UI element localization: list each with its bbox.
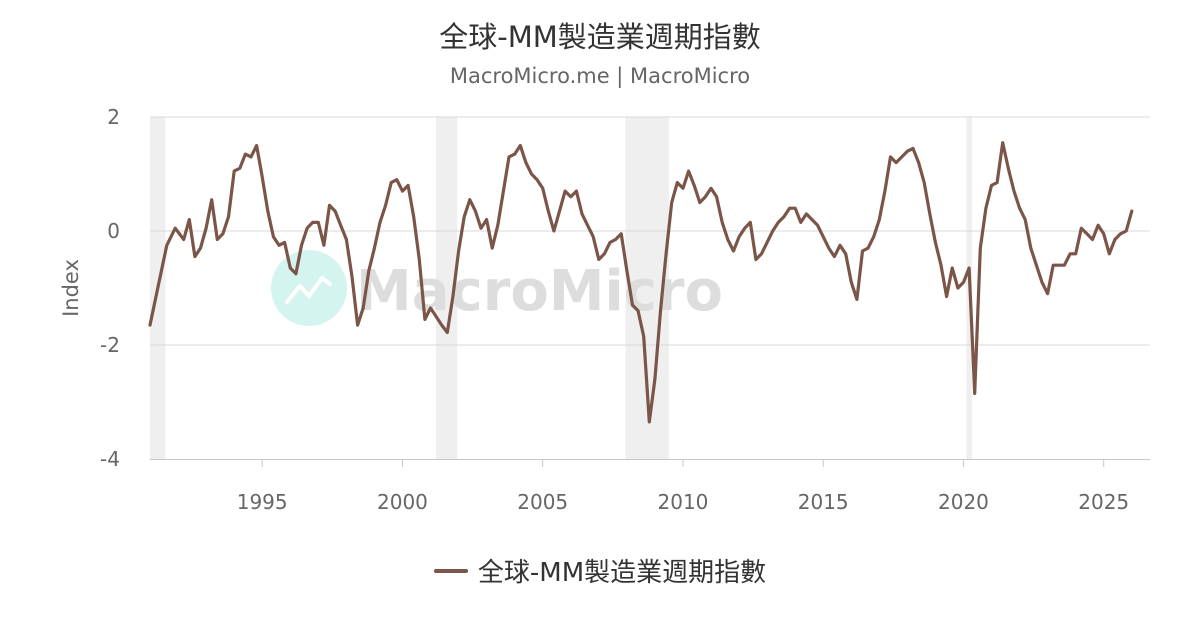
legend-label: 全球-MM製造業週期指數: [477, 558, 767, 588]
legend[interactable]: 全球-MM製造業週期指數: [0, 552, 1200, 589]
x-tick-label: 2005: [517, 490, 568, 514]
y-tick-label: 0: [107, 219, 120, 243]
x-tick-label: 2020: [938, 490, 989, 514]
x-axis-ticks: 1995 2000 2005 2010 2015 2020 2025: [237, 459, 1129, 514]
y-tick-label: -2: [100, 333, 120, 357]
y-axis-label: Index: [59, 259, 83, 317]
chart-logo-icon-line: [285, 276, 332, 304]
chart-logo-icon: [271, 250, 347, 326]
x-tick-label: 2025: [1078, 490, 1129, 514]
recession-band: [436, 117, 458, 459]
y-tick-label: 2: [107, 105, 120, 129]
x-tick-label: 2010: [658, 490, 709, 514]
chart-subtitle: MacroMicro.me | MacroMicro: [449, 64, 751, 88]
legend-swatch: [433, 568, 468, 573]
watermark-text: MacroMicro: [356, 259, 723, 324]
series-line: [148, 141, 1134, 424]
chart-title: 全球-MM製造業週期指數: [439, 20, 761, 54]
y-tick-label: -4: [100, 447, 120, 471]
watermark: MacroMicro: [271, 250, 723, 326]
x-tick-label: 2000: [377, 490, 428, 514]
series-lines: [148, 141, 1134, 424]
y-axis-ticks: 2 0 -2 -4: [100, 105, 120, 471]
x-tick-label: 2015: [798, 490, 849, 514]
x-tick-label: 1995: [237, 490, 288, 514]
